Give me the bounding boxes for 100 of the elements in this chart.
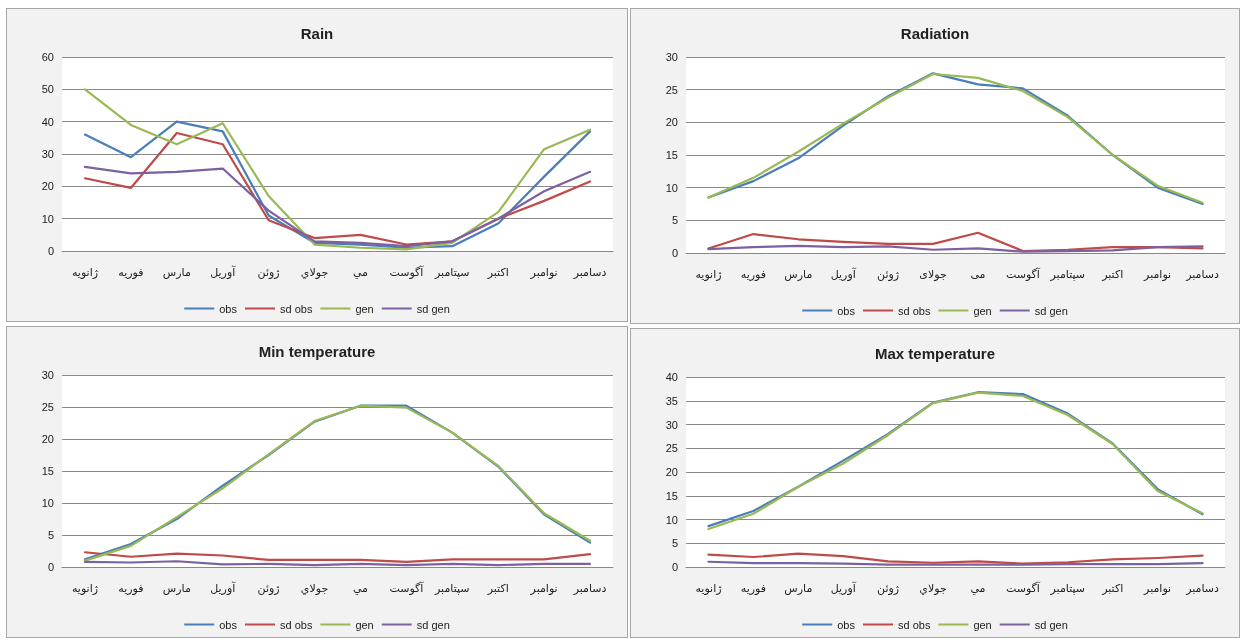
x-tick-label: آگوست [1005,267,1041,281]
line-series [83,551,592,563]
x-tick-label: جولاي [919,582,947,595]
x-tick-label: ژانویه [695,582,722,595]
x-tick-label: ژوئن [257,266,280,279]
y-tick-label: 25 [665,83,678,96]
x-tick-label: ژانویه [695,268,722,281]
line-series [707,231,1204,253]
legend-label: sd gen [1034,618,1068,631]
y-tick-label: 5 [671,214,678,227]
x-tick-label: مي [352,266,369,279]
x-tick-label: دسامبر [572,266,607,279]
y-tick-label: 30 [41,148,54,160]
x-tick-label: اکتبر [1101,268,1124,281]
legend-label: sd gen [416,618,450,631]
chart-title: Rain [300,25,334,42]
y-tick-label: 15 [665,489,678,502]
legend-label: sd obs [897,304,931,317]
x-tick-label: آگوست [1005,581,1041,595]
chart-title: Max temperature [874,345,996,362]
x-tick-label: سپتامبر [1049,268,1086,281]
legend-label: sd gen [416,302,450,315]
y-tick-label: 30 [41,369,54,381]
x-tick-label: آوریل [210,581,237,595]
y-tick-label: 0 [671,561,678,573]
x-tick-label: جولاي [300,582,329,595]
y-tick-label: 20 [41,180,54,193]
y-tick-label: 25 [665,442,678,455]
y-tick-label: 20 [665,116,678,129]
chart-title: Radiation [900,25,970,42]
legend-label: obs [219,618,238,631]
x-tick-label: آگوست [389,265,425,279]
y-tick-label: 15 [41,465,54,477]
y-tick-label: 10 [665,513,678,526]
x-tick-label: نوامبر [1143,268,1172,281]
x-tick-label: اکتبر [1101,582,1124,595]
y-tick-label: 20 [41,433,54,445]
x-tick-label: فوریه [118,266,144,279]
y-tick-label: 60 [41,51,54,63]
x-tick-label: می [970,268,986,281]
x-tick-label: نوامبر [1143,582,1172,595]
x-tick-label: مارس [784,582,813,595]
x-tick-label: آوریل [210,265,237,279]
line-series [83,165,592,248]
x-tick-label: ژوئن [877,582,900,595]
y-tick-label: 10 [665,181,678,194]
y-tick-label: 10 [41,497,54,509]
x-tick-label: اکتبر [486,266,509,279]
x-tick-label: ژوئن [877,268,900,281]
y-tick-label: 5 [47,529,54,541]
x-tick-label: فوریه [740,268,766,281]
legend-label: obs [219,302,238,315]
y-tick-label: 35 [665,394,678,407]
y-tick-label: 15 [665,149,678,161]
y-tick-label: 5 [671,537,678,550]
x-tick-label: نوامبر [529,582,558,595]
x-tick-label: فوریه [118,582,144,595]
x-tick-label: دسامبر [572,582,607,595]
x-tick-label: دسامبر [1185,268,1220,281]
x-tick-label: ژوئن [257,582,280,595]
legend-label: obs [837,304,856,317]
x-tick-label: آگوست [389,581,425,595]
x-tick-label: فوریه [740,582,766,595]
legend-label: sd obs [279,618,313,631]
legend-label: sd obs [897,618,931,631]
legend-label: sd gen [1034,304,1068,317]
x-tick-label: مارس [162,266,191,279]
x-tick-label: آوریل [830,581,857,595]
x-tick-label: مي [352,582,369,595]
legend-label: gen [355,302,374,315]
x-tick-label: اکتبر [486,582,509,595]
y-tick-label: 20 [665,466,678,478]
y-tick-label: 50 [41,83,54,96]
legend-label: gen [973,618,992,631]
y-tick-label: 40 [665,371,678,383]
x-tick-label: مي [970,582,986,595]
x-tick-label: جولاي [300,266,329,279]
x-tick-label: سپتامبر [434,266,470,279]
y-tick-label: 10 [41,212,54,225]
y-tick-label: 0 [47,561,54,573]
y-tick-label: 40 [41,115,54,128]
x-tick-label: سپتامبر [434,582,470,595]
x-tick-label: مارس [162,582,191,595]
x-tick-label: ژانویه [71,582,98,595]
legend-label: sd obs [279,302,313,315]
x-tick-label: ژانویه [71,266,98,279]
x-tick-label: آوریل [830,267,857,281]
x-tick-label: مارس [784,268,813,281]
x-tick-label: جولای [919,268,947,281]
x-tick-label: سپتامبر [1049,582,1086,595]
chart-title: Min temperature [258,343,376,360]
line-series [707,552,1204,565]
y-tick-label: 30 [665,418,678,431]
line-series [83,88,592,251]
y-tick-label: 0 [47,245,54,257]
y-tick-label: 0 [671,247,678,259]
x-tick-label: نوامبر [529,266,558,279]
y-tick-label: 30 [665,51,678,63]
x-tick-label: دسامبر [1185,582,1220,595]
legend-label: gen [973,304,992,317]
